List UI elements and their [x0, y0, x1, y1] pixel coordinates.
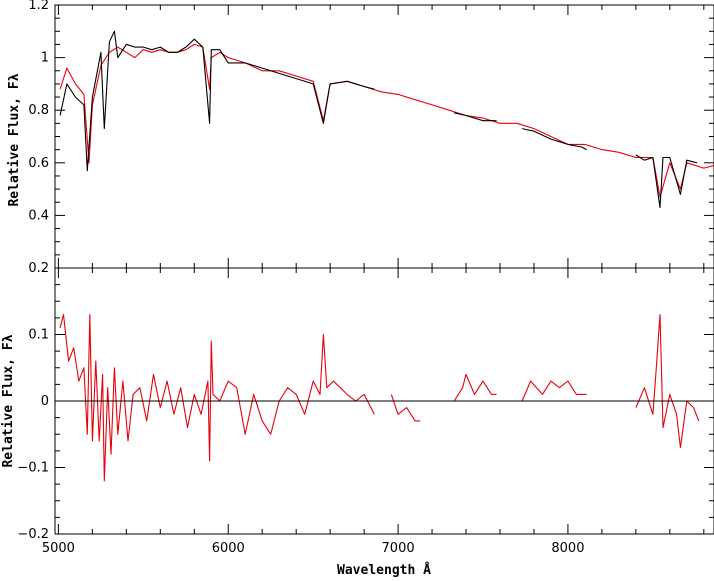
bottom-panel-series	[55, 314, 714, 482]
top-series-1-segment-0	[59, 30, 375, 172]
bottom-y-axis-label: Relative Flux, Fλ	[1, 334, 16, 467]
top-panel-series	[59, 30, 714, 209]
bottom-series-0-segment-0	[59, 314, 375, 482]
bottom-series-0-segment-3	[521, 380, 587, 402]
bottom-y-tick-label: 0.1	[28, 328, 49, 343]
top-y-tick-label: 1	[41, 51, 49, 66]
bottom-panel-x-tick-labels: 5000 6000 7000 8000	[42, 541, 585, 556]
x-tick-label: 7000	[382, 541, 415, 556]
top-y-axis-label: Relative Flux, Fλ	[7, 73, 22, 206]
x-tick-label: 8000	[551, 541, 584, 556]
top-panel-ticks	[55, 4, 714, 269]
top-y-tick-label: 0.6	[28, 156, 49, 171]
top-series-0-segment-0	[59, 43, 714, 198]
bottom-series-0-segment-1	[390, 394, 421, 422]
top-panel-y-tick-labels: 0.2 0.4 0.6 0.8 1 1.2	[28, 0, 49, 276]
bottom-y-tick-label: −0.2	[17, 527, 49, 542]
bottom-y-tick-label: −0.1	[17, 461, 49, 476]
top-y-tick-label: 0.8	[28, 103, 49, 118]
top-series-1-segment-3	[635, 154, 698, 209]
top-series-1-segment-2	[521, 128, 587, 151]
x-tick-label: 6000	[212, 541, 245, 556]
top-panel-frame	[54, 4, 714, 269]
top-y-tick-label: 0.2	[28, 261, 49, 276]
top-y-tick-label: 0.4	[28, 208, 49, 223]
bottom-panel: −0.2 −0.1 0 0.1 5000 6000 7000 8000 Relative F…	[1, 267, 714, 578]
bottom-series-0-segment-2	[453, 373, 497, 402]
top-panel: 0.2 0.4 0.6 0.8 1 1.2 Relative Flux, Fλ	[7, 0, 714, 276]
top-series-1-segment-1	[453, 112, 497, 122]
bottom-series-0-segment-4	[635, 314, 700, 449]
bottom-panel-y-tick-labels: −0.2 −0.1 0 0.1	[17, 328, 49, 543]
top-y-tick-label: 1.2	[28, 0, 49, 13]
bottom-y-tick-label: 0	[41, 394, 49, 409]
x-axis-label: Wavelength Å	[337, 562, 431, 578]
x-tick-label: 5000	[42, 541, 75, 556]
